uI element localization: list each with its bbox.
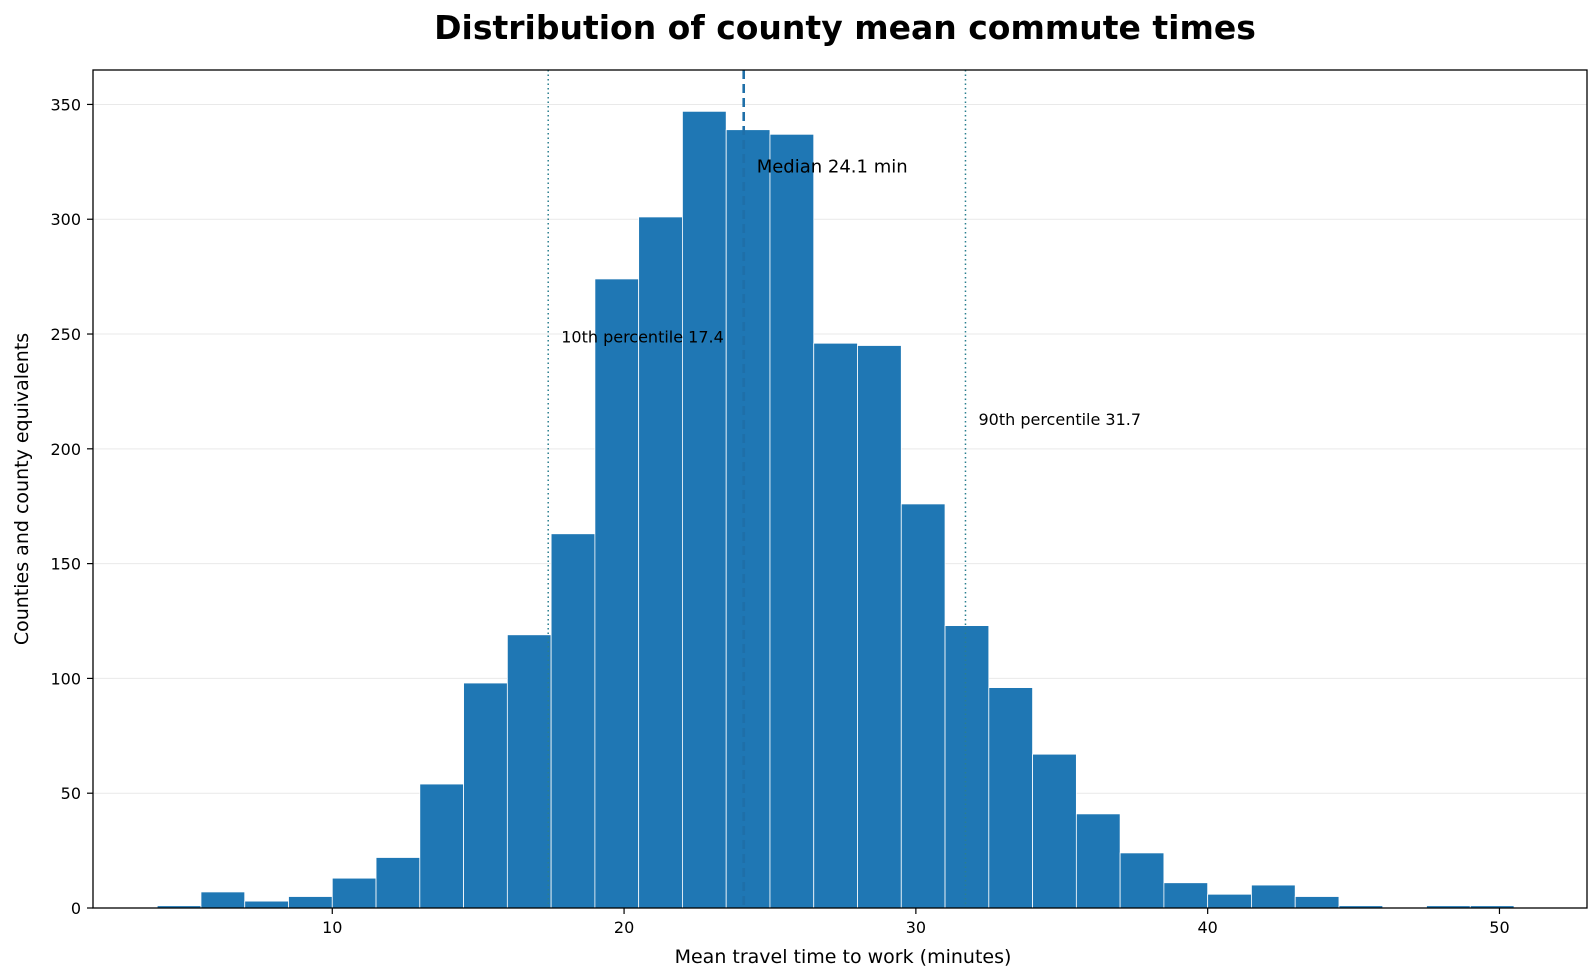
histogram-bar bbox=[463, 682, 508, 909]
histogram-bars bbox=[156, 110, 1515, 909]
histogram-bar bbox=[682, 110, 727, 909]
histogram-bar bbox=[1294, 896, 1340, 909]
histogram-bar bbox=[857, 345, 902, 909]
median-label: Median 24.1 min bbox=[757, 156, 908, 177]
histogram-bar bbox=[769, 133, 815, 909]
histogram-bar bbox=[900, 503, 946, 909]
x-tick-label: 20 bbox=[614, 918, 634, 937]
y-tick-label: 200 bbox=[50, 440, 81, 459]
y-tick-label: 150 bbox=[50, 555, 81, 574]
p90-label: 90th percentile 31.7 bbox=[978, 410, 1141, 429]
x-tick-label: 50 bbox=[1489, 918, 1509, 937]
histogram-bar bbox=[1207, 893, 1252, 909]
x-tick-label: 10 bbox=[322, 918, 342, 937]
histogram-bar bbox=[1163, 882, 1209, 909]
histogram-bar bbox=[506, 634, 552, 909]
histogram-bar bbox=[1075, 813, 1121, 909]
histogram-bar bbox=[288, 896, 333, 909]
y-axis-label: Counties and county equivalents bbox=[11, 333, 33, 645]
histogram-bar bbox=[638, 216, 683, 909]
histogram-bar bbox=[419, 783, 464, 909]
y-tick-label: 50 bbox=[61, 784, 81, 803]
y-tick-label: 250 bbox=[50, 325, 81, 344]
histogram-bar bbox=[1251, 884, 1296, 909]
y-tick-label: 350 bbox=[50, 95, 81, 114]
histogram-bar bbox=[375, 857, 421, 909]
histogram-bar bbox=[244, 900, 289, 909]
x-axis-label: Mean travel time to work (minutes) bbox=[675, 946, 1012, 968]
y-tick-label: 100 bbox=[50, 669, 81, 688]
histogram-bar bbox=[944, 625, 990, 909]
chart-title: Distribution of county mean commute time… bbox=[434, 8, 1256, 47]
histogram-bar bbox=[988, 687, 1033, 909]
plot-frame bbox=[92, 69, 1588, 909]
reference-lines: Median 24.1 min 10th percentile 17.4 90th … bbox=[547, 70, 1141, 908]
y-tick-label: 300 bbox=[50, 210, 81, 229]
axes: 10 20 30 40 50 0 50 100 150 200 250 300 350 bbox=[50, 69, 1588, 937]
x-tick-label: 30 bbox=[906, 918, 926, 937]
y-tick-label: 0 bbox=[71, 899, 81, 918]
histogram-bar bbox=[550, 533, 596, 909]
histogram-bar bbox=[331, 877, 377, 909]
histogram-bar bbox=[200, 891, 246, 909]
histogram-bar bbox=[594, 278, 640, 909]
histogram-bar bbox=[813, 342, 858, 909]
p10-label: 10th percentile 17.4 bbox=[561, 327, 724, 346]
histogram-bar bbox=[725, 129, 771, 909]
histogram-bar bbox=[1032, 753, 1077, 909]
histogram-bar bbox=[1119, 852, 1165, 909]
axis-labels: Mean travel time to work (minutes) Count… bbox=[11, 333, 1011, 968]
x-tick-label: 40 bbox=[1197, 918, 1217, 937]
